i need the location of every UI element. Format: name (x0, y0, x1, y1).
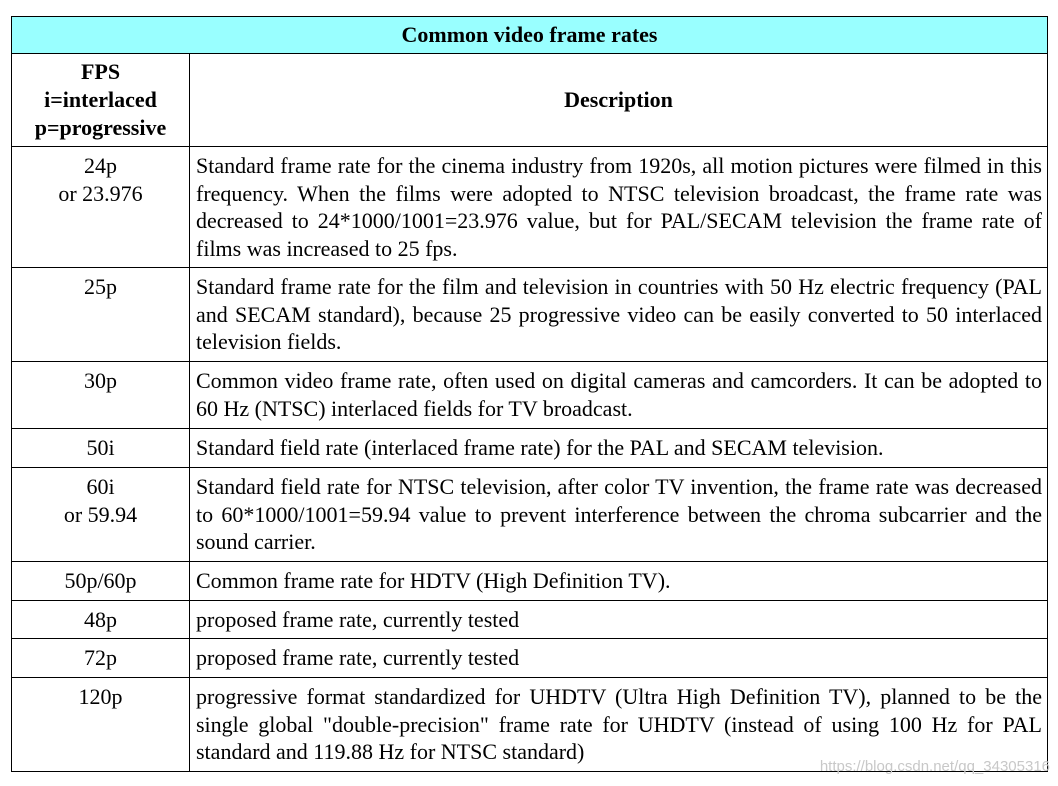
table-row: 30p Common video frame rate, often used … (11, 361, 1048, 429)
table-row: 60i or 59.94 Standard field rate for NTS… (11, 467, 1048, 562)
fps-cell: 60i or 59.94 (11, 467, 190, 562)
description-cell: Standard frame rate for the film and tel… (189, 267, 1048, 362)
frame-rates-table: Common video frame rates FPS i=interlace… (11, 16, 1048, 772)
table-title: Common video frame rates (11, 16, 1048, 54)
description-cell: Standard frame rate for the cinema indus… (189, 146, 1048, 268)
table-row: 48p proposed frame rate, currently teste… (11, 600, 1048, 639)
fps-cell: 24p or 23.976 (11, 146, 190, 268)
description-cell: proposed frame rate, currently tested (189, 638, 1048, 678)
fps-cell: 120p (11, 677, 190, 772)
fps-column-header: FPS i=interlaced p=progressive (11, 53, 190, 147)
description-cell: Common frame rate for HDTV (High Definit… (189, 561, 1048, 601)
table-title-row: Common video frame rates (11, 16, 1048, 54)
fps-header-text: FPS i=interlaced p=progressive (34, 59, 167, 140)
table-row: 24p or 23.976 Standard frame rate for th… (11, 146, 1048, 268)
description-cell: Standard field rate for NTSC television,… (189, 467, 1048, 562)
fps-cell: 50i (11, 428, 190, 468)
fps-cell: 72p (11, 638, 190, 678)
description-cell: Standard field rate (interlaced frame ra… (189, 428, 1048, 468)
description-cell: progressive format standardized for UHDT… (189, 677, 1048, 772)
watermark-text: https://blog.csdn.net/qq_34305316 (819, 758, 1050, 775)
table-row: 50i Standard field rate (interlaced fram… (11, 428, 1048, 468)
description-column-header: Description (189, 53, 1048, 147)
fps-cell: 48p (11, 600, 190, 639)
table-row: 72p proposed frame rate, currently teste… (11, 638, 1048, 678)
fps-cell: 25p (11, 267, 190, 362)
table-header-row: FPS i=interlaced p=progressive Descripti… (11, 53, 1048, 147)
description-cell: proposed frame rate, currently tested (189, 600, 1048, 639)
fps-cell: 50p/60p (11, 561, 190, 601)
table-row: 25p Standard frame rate for the film and… (11, 267, 1048, 362)
description-cell: Common video frame rate, often used on d… (189, 361, 1048, 429)
table-row: 50p/60p Common frame rate for HDTV (High… (11, 561, 1048, 601)
table-row: 120p progressive format standardized for… (11, 677, 1048, 772)
fps-cell: 30p (11, 361, 190, 429)
